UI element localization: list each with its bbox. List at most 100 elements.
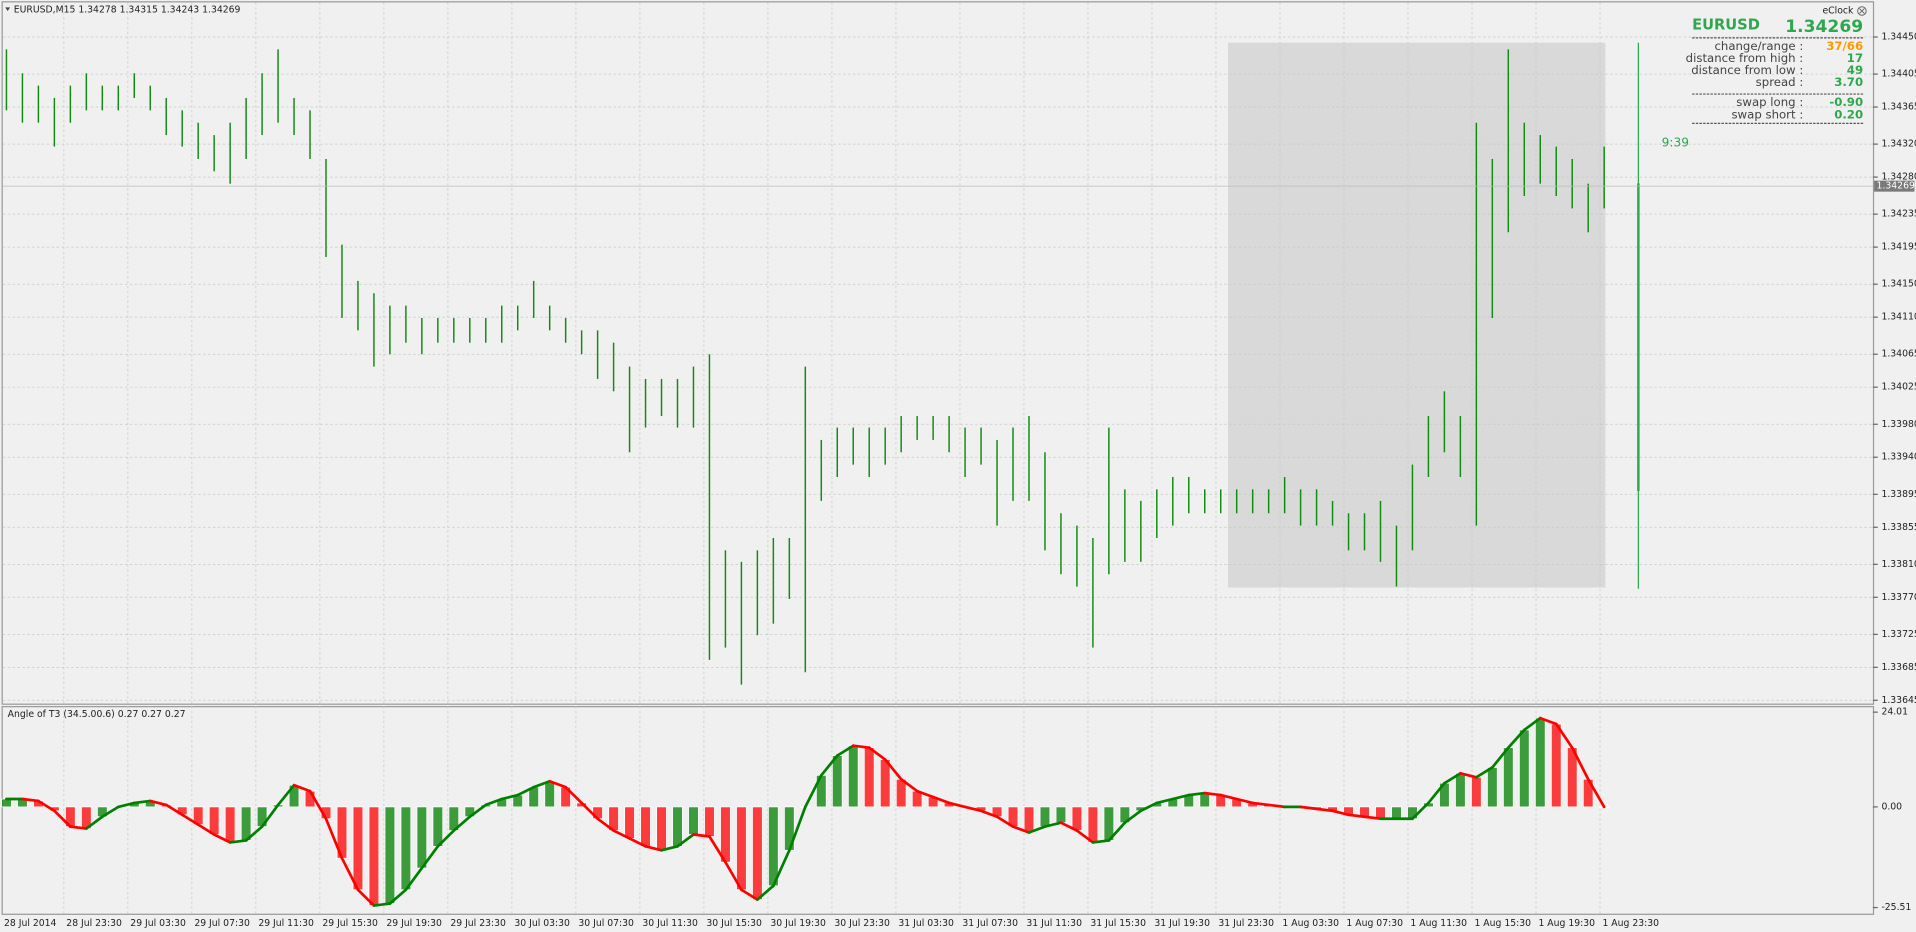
histogram-bar <box>1087 806 1099 843</box>
angle-line <box>1043 821 1063 828</box>
x-tick-label: 30 Jul 03:30 <box>514 918 570 929</box>
y-tick-label: 1.33855 <box>1881 522 1916 533</box>
angle-line <box>612 829 631 840</box>
angle-line <box>899 777 919 793</box>
info-value: 49 <box>1847 63 1863 77</box>
x-tick-label: 31 Jul 23:30 <box>1218 918 1274 929</box>
angle-line <box>308 789 328 821</box>
y-tick-label: 1.33810 <box>1881 559 1916 570</box>
range-box <box>1227 42 1606 588</box>
angle-line <box>772 848 791 888</box>
angle-line <box>1299 805 1318 811</box>
histogram-bar <box>656 806 667 851</box>
histogram-bar <box>863 747 875 808</box>
x-tick-label: 29 Jul 07:30 <box>194 918 250 929</box>
histogram-bar <box>1535 717 1546 808</box>
angle-line <box>1443 772 1462 785</box>
histogram-bar <box>1503 747 1514 808</box>
angle-line <box>116 801 136 809</box>
angle-line <box>708 835 727 864</box>
info-label: swap long : <box>1736 95 1803 109</box>
angle-line <box>1538 716 1558 726</box>
y-tick-label: 1.33895 <box>1881 489 1916 500</box>
angle-line <box>740 888 759 901</box>
y-tick-label: -25.51 <box>1881 902 1911 913</box>
angle-line <box>1011 825 1031 834</box>
info-value: 3.70 <box>1834 75 1863 89</box>
angle-line <box>244 825 264 842</box>
angle-line <box>835 744 855 757</box>
histogram-bar <box>432 806 444 847</box>
angle-line <box>883 758 903 781</box>
angle-line <box>132 799 152 805</box>
y-tick-label: 0.00 <box>1881 801 1902 812</box>
timer: 9:39 <box>1662 135 1689 149</box>
y-tick-label: 24.01 <box>1881 707 1908 718</box>
menu-arrow[interactable] <box>5 7 11 11</box>
histogram-bar <box>1471 776 1482 808</box>
info-value: 37/66 <box>1826 39 1863 53</box>
angle-line <box>1347 813 1366 819</box>
angle-line <box>692 833 711 838</box>
angle-line <box>1315 807 1334 813</box>
histogram-bar <box>879 759 891 808</box>
chart-title: EURUSD,M15 1.34278 1.34315 1.34243 1.342… <box>14 4 241 15</box>
histogram-bar <box>720 806 731 863</box>
histogram-bar <box>224 806 236 843</box>
x-tick-label: 29 Jul 11:30 <box>258 918 314 929</box>
angle-line <box>1570 746 1590 781</box>
angle-line <box>180 813 200 826</box>
x-tick-label: 31 Jul 11:30 <box>1026 918 1082 929</box>
x-tick-label: 29 Jul 15:30 <box>322 918 378 929</box>
angle-line <box>676 833 695 848</box>
histogram-bar <box>624 806 635 839</box>
angle-line <box>53 809 72 828</box>
histogram-bar <box>704 806 715 837</box>
y-tick-label: 1.34235 <box>1881 209 1916 220</box>
histogram-bar <box>672 806 683 847</box>
histogram-bar <box>736 806 747 891</box>
angle-line <box>1267 803 1286 809</box>
angle-line <box>100 805 120 819</box>
histogram-bar <box>400 806 412 891</box>
angle-line <box>1554 722 1574 750</box>
angle-line <box>276 783 296 807</box>
angle-line <box>1411 801 1430 821</box>
angle-line <box>148 799 168 807</box>
angle-line <box>867 746 887 761</box>
x-tick-label: 1 Aug 07:30 <box>1346 918 1403 929</box>
angle-line <box>819 754 839 777</box>
y-tick-label: 1.34280 <box>1881 172 1916 183</box>
histogram-bar <box>544 780 555 808</box>
histogram-bar <box>1519 729 1530 808</box>
angle-line <box>660 845 679 852</box>
angle-line <box>212 833 232 844</box>
y-tick-label: 1.34365 <box>1881 102 1916 113</box>
x-tick-label: 30 Jul 19:30 <box>770 918 826 929</box>
histogram-bar <box>352 806 364 891</box>
angle-line <box>1171 793 1191 801</box>
angle-line <box>388 888 408 905</box>
angle-line <box>1075 829 1095 844</box>
angle-line <box>931 795 951 805</box>
histogram-bar <box>1023 806 1035 833</box>
angle-line <box>260 803 280 828</box>
info-value: 17 <box>1847 51 1863 65</box>
histogram-bar <box>847 745 859 808</box>
symbol: EURUSD <box>1692 17 1760 34</box>
angle-line <box>644 845 663 852</box>
price: 1.34269 <box>1785 17 1863 37</box>
angle-line <box>851 744 871 750</box>
x-tick-label: 31 Jul 15:30 <box>1090 918 1146 929</box>
angle-line <box>803 773 823 809</box>
indicator-title: Angle of T3 (34.5.00.6) 0.27 0.27 0.27 <box>8 709 186 720</box>
angle-line <box>452 815 472 832</box>
angle-line <box>340 856 360 892</box>
angle-line <box>1139 801 1159 813</box>
close-icon[interactable] <box>1857 6 1867 16</box>
histogram-bar <box>768 806 779 887</box>
angle-line <box>404 866 424 892</box>
angle-line <box>532 779 552 789</box>
angle-line <box>69 825 88 830</box>
